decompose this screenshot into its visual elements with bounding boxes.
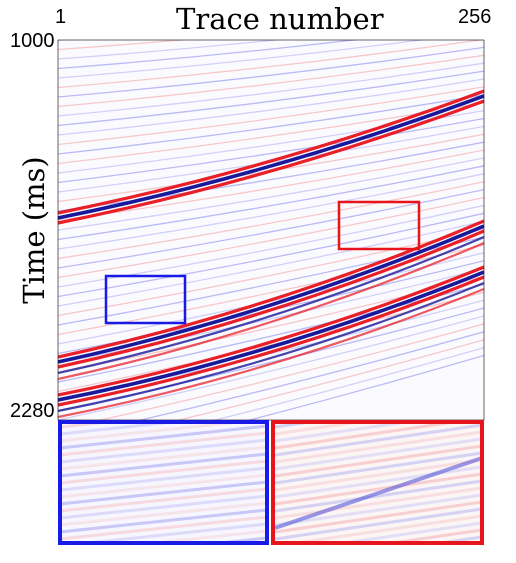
faint-reflection <box>58 228 484 317</box>
x-start-label: 1 <box>55 6 67 28</box>
zoom-stripe <box>333 521 482 543</box>
faint-reflection <box>58 70 484 127</box>
strong-reflection-red <box>58 265 484 397</box>
strong-reflection-red <box>58 89 484 215</box>
faint-reflection <box>58 173 484 250</box>
x-end-label: 256 <box>458 6 492 28</box>
faint-reflection <box>58 40 359 70</box>
red-selection-box <box>337 200 421 251</box>
faint-reflection <box>58 157 484 231</box>
zoom-stripe <box>275 507 482 541</box>
strong-reflection-blue <box>58 281 484 413</box>
blue-zoom-inset <box>58 420 269 545</box>
faint-reflection <box>58 94 484 155</box>
faint-reflection <box>58 54 484 108</box>
faint-reflection <box>58 291 484 393</box>
faint-reflection <box>138 331 484 420</box>
zoom-strong-stripe <box>275 456 482 530</box>
zoom-stripe <box>60 480 266 506</box>
faint-reflection <box>58 315 484 420</box>
faint-reflection <box>58 196 484 279</box>
zoom-stripe <box>60 501 266 527</box>
faint-reflection <box>58 40 426 79</box>
strong-reflection-blue <box>58 224 484 364</box>
faint-reflection <box>58 181 484 260</box>
strong-reflection-red <box>58 99 484 225</box>
strong-reflection-red <box>58 275 484 407</box>
red-zoom-inset <box>271 420 484 545</box>
blue-selection-box <box>104 274 187 325</box>
faint-reflection <box>176 339 484 420</box>
blue-zoom-background <box>60 422 266 543</box>
faint-reflection <box>58 40 282 60</box>
zoom-stripe <box>60 466 266 492</box>
faint-reflection <box>58 149 484 222</box>
seismic-events <box>58 40 484 420</box>
zoom-stripe <box>60 473 266 499</box>
faint-reflection <box>58 86 484 146</box>
zoom-stripe <box>60 452 266 478</box>
zoom-stripe <box>275 444 482 478</box>
zoom-stripe <box>275 486 482 520</box>
faint-reflection <box>58 40 68 41</box>
red-zoom-events <box>275 422 482 543</box>
faint-reflection <box>58 220 484 307</box>
zoom-stripe <box>275 422 369 436</box>
strong-reflection-blue <box>58 270 484 402</box>
zoom-stripe <box>275 423 482 457</box>
figure-title: Trace number <box>176 2 384 36</box>
zoom-stripe <box>60 459 266 485</box>
faint-reflection <box>58 62 484 117</box>
faint-reflection <box>58 188 484 269</box>
y-start-label: 1000 <box>10 30 55 52</box>
faint-reflection <box>58 204 484 288</box>
strong-reflection-blue <box>58 94 484 220</box>
zoom-stripe <box>60 515 266 541</box>
strong-reflection-red <box>58 287 484 419</box>
faint-reflection <box>58 165 484 241</box>
faint-reflection <box>247 354 484 420</box>
faint-reflection <box>58 267 484 364</box>
zoom-stripe <box>275 430 482 464</box>
zoom-stripe <box>381 528 482 543</box>
zoom-stripe <box>275 493 482 527</box>
zoom-stripe <box>60 445 266 471</box>
zoom-stripe <box>60 494 266 520</box>
zoom-stripe <box>275 500 482 534</box>
strong-reflection-red <box>58 229 484 369</box>
zoom-stripe <box>60 424 266 450</box>
strong-reflection-red <box>58 219 484 359</box>
faint-reflection <box>212 346 484 420</box>
faint-reflection <box>58 117 484 184</box>
zoom-stripe <box>60 487 266 513</box>
zoom-stripe <box>275 422 417 443</box>
faint-reflection <box>58 78 484 136</box>
zoom-stripe <box>275 458 482 492</box>
zoom-stripe <box>60 431 266 457</box>
zoom-stripe <box>275 451 482 485</box>
zoom-stripe <box>275 479 482 513</box>
strong-reflection-red <box>58 241 484 381</box>
faint-reflection <box>58 212 484 298</box>
zoom-stripe <box>275 472 482 506</box>
y-end-label: 2280 <box>10 400 55 422</box>
faint-reflection <box>58 46 484 98</box>
faint-reflection <box>58 40 188 51</box>
strong-reflection-blue <box>58 235 484 375</box>
faint-reflection <box>97 323 484 420</box>
zoom-stripe <box>60 438 266 464</box>
zoom-stripe <box>60 545 267 563</box>
zoom-stripe <box>60 508 266 534</box>
zoom-stripe <box>275 437 482 471</box>
red-zoom-background <box>275 422 482 543</box>
faint-reflection <box>58 40 484 89</box>
zoom-stripe <box>275 465 482 499</box>
faint-reflection <box>58 141 484 212</box>
